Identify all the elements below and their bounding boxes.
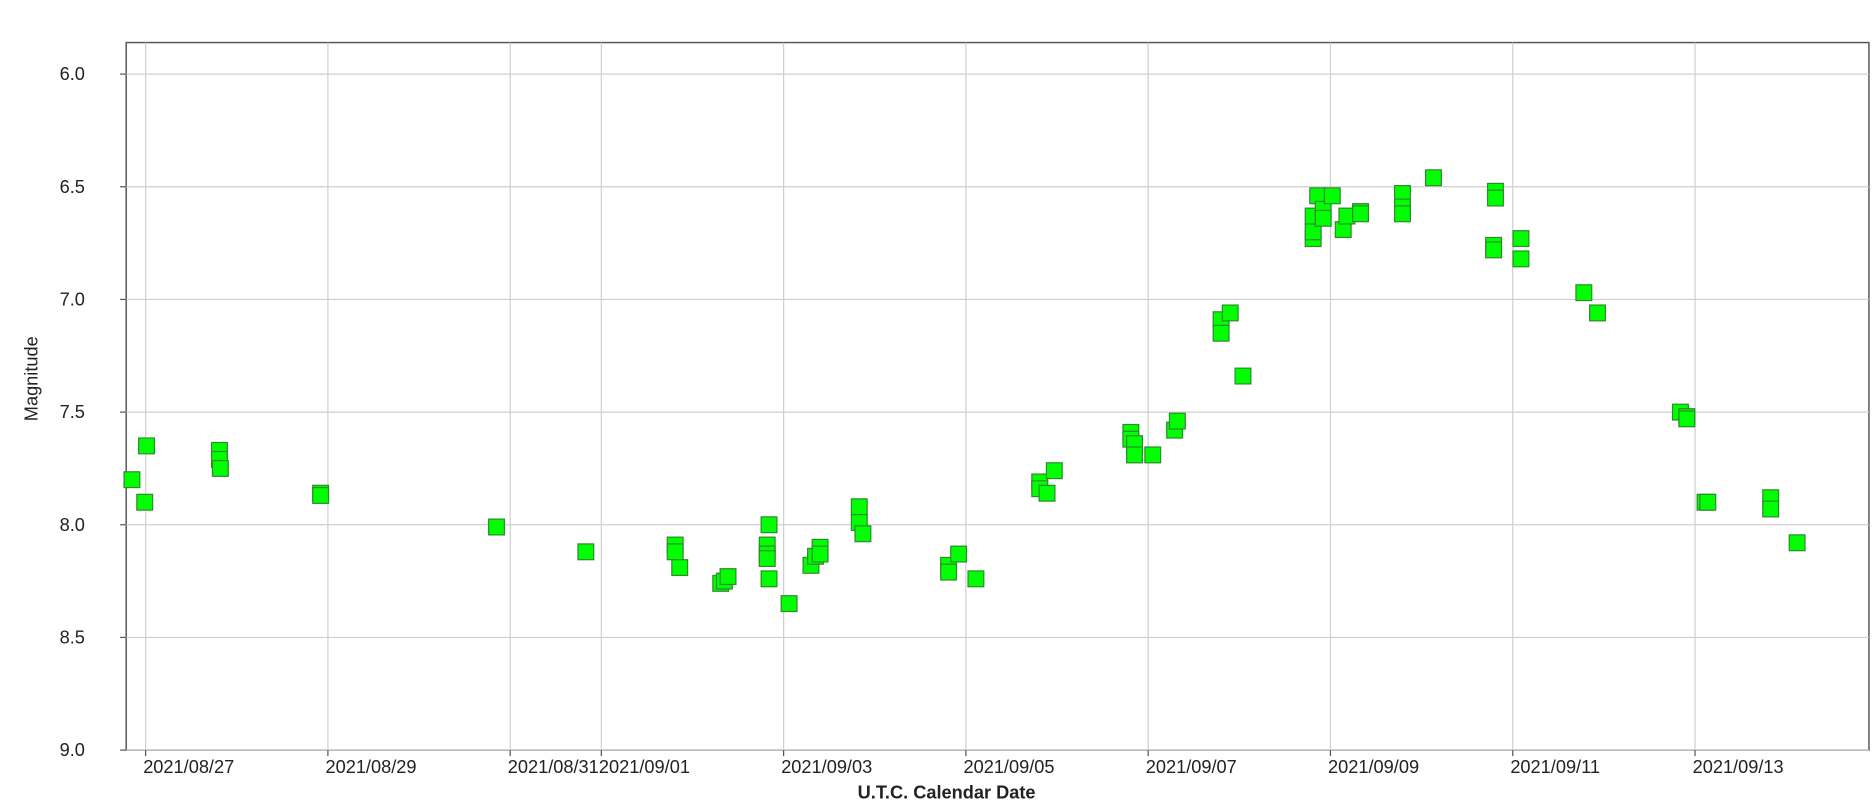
- data-point: [1234, 367, 1252, 385]
- data-point: [1212, 324, 1230, 342]
- data-point: [1314, 209, 1332, 227]
- data-point: [1678, 410, 1696, 428]
- data-point: [940, 563, 958, 581]
- data-point: [1485, 241, 1503, 259]
- data-point: [967, 570, 985, 588]
- data-point: [1323, 187, 1341, 205]
- data-point: [780, 595, 798, 613]
- data-point: [1168, 412, 1186, 430]
- y-tick-label: 7.5: [60, 402, 85, 422]
- y-axis-label: Magnitude: [22, 336, 42, 421]
- data-point: [1144, 446, 1162, 464]
- data-point: [1486, 189, 1504, 207]
- data-point: [758, 550, 776, 568]
- data-point: [760, 516, 778, 534]
- plot-frame: [125, 41, 1870, 751]
- data-point: [1788, 534, 1806, 552]
- x-tick-label: 2021/09/07: [1146, 757, 1237, 777]
- data-point: [1221, 304, 1239, 322]
- data-point: [1393, 205, 1411, 223]
- data-point: [1575, 284, 1593, 302]
- data-point: [1126, 446, 1144, 464]
- y-tick-label: 9.0: [60, 740, 85, 760]
- data-point: [1589, 304, 1607, 322]
- data-point: [1038, 484, 1056, 502]
- data-point: [850, 498, 868, 516]
- data-point: [488, 518, 506, 536]
- y-tick-label: 6.0: [60, 64, 85, 84]
- x-tick-label: 2021/08/29: [325, 757, 416, 777]
- data-point: [950, 545, 968, 563]
- x-tick-label: 2021/09/09: [1328, 757, 1419, 777]
- x-tick-label: 2021/09/01: [599, 757, 690, 777]
- x-tick-label: 2021/08/31: [508, 757, 599, 777]
- data-point: [671, 559, 689, 577]
- data-point: [1699, 493, 1717, 511]
- data-point: [138, 437, 156, 455]
- data-point: [811, 545, 829, 563]
- data-point: [577, 543, 595, 561]
- x-tick-label: 2021/09/11: [1510, 757, 1600, 777]
- data-point: [1352, 205, 1370, 223]
- data-point: [1512, 250, 1530, 268]
- y-tick-label: 8.0: [60, 515, 85, 535]
- data-point: [719, 568, 737, 586]
- data-point: [1512, 230, 1530, 248]
- y-tick-label: 8.5: [60, 627, 85, 647]
- data-point: [760, 570, 778, 588]
- data-point: [312, 486, 330, 504]
- x-tick-label: 2021/08/27: [143, 757, 234, 777]
- data-point: [136, 493, 154, 511]
- y-tick-label: 7.0: [60, 290, 85, 310]
- data-point: [1424, 169, 1442, 187]
- x-tick-label: 2021/09/05: [963, 757, 1054, 777]
- data-point: [123, 471, 141, 489]
- data-point: [854, 525, 872, 543]
- data-point: [1762, 500, 1780, 518]
- data-point: [666, 543, 684, 561]
- data-point: [1045, 462, 1063, 480]
- x-axis-label: U.T.C. Calendar Date: [858, 783, 1036, 803]
- y-tick-label: 6.5: [60, 177, 85, 197]
- data-point: [211, 459, 229, 477]
- x-tick-label: 2021/09/03: [781, 757, 872, 777]
- x-tick-label: 2021/09/13: [1693, 757, 1784, 777]
